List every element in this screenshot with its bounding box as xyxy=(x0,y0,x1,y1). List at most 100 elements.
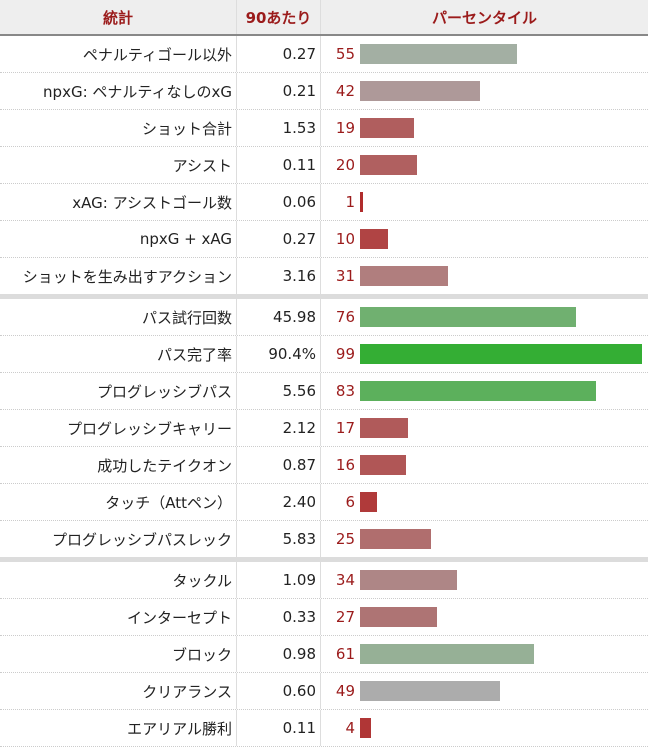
table-row: プログレッシブパスレック 5.83 25 xyxy=(0,521,648,562)
stat-label: インターセプト xyxy=(126,608,232,627)
table-header: 統計 90あたり パーセンタイル xyxy=(0,0,648,36)
percentile-bar-track xyxy=(360,266,644,286)
stat-label: パス試行回数 xyxy=(141,308,232,327)
percentile-bar-track xyxy=(360,607,644,627)
percentile-bar-track xyxy=(360,644,644,664)
per90-value: 0.33 xyxy=(236,599,321,635)
per90-value: 0.21 xyxy=(236,73,321,109)
percentile-bar-track xyxy=(360,81,644,101)
stat-label: ペナルティゴール以外 xyxy=(82,45,232,64)
per90-value: 0.27 xyxy=(236,221,321,257)
percentile-value: 83 xyxy=(335,382,355,400)
table-row: npxG: ペナルティなしのxG 0.21 42 xyxy=(0,73,648,110)
stat-label: タックル xyxy=(172,571,232,590)
percentile-bar-track xyxy=(360,418,644,438)
table-row: ペナルティゴール以外 0.27 55 xyxy=(0,36,648,73)
table-row: ショットを生み出すアクション 3.16 31 xyxy=(0,258,648,299)
header-percentile[interactable]: パーセンタイル xyxy=(431,8,537,27)
percentile-cell: 31 xyxy=(321,258,648,294)
table-row: エアリアル勝利 0.11 4 xyxy=(0,710,648,747)
percentile-bar xyxy=(360,418,409,438)
header-stat[interactable]: 統計 xyxy=(102,8,133,27)
table-row: ショット合計 1.53 19 xyxy=(0,110,648,147)
per90-value: 3.16 xyxy=(236,258,321,294)
per90-value: 0.11 xyxy=(236,710,321,746)
stat-label: クリアランス xyxy=(142,682,232,701)
percentile-value: 34 xyxy=(335,571,355,589)
percentile-value: 4 xyxy=(345,719,355,737)
percentile-value: 31 xyxy=(335,267,355,285)
percentile-bar-track xyxy=(360,570,644,590)
percentile-bar-track xyxy=(360,492,644,512)
percentile-value: 61 xyxy=(335,645,355,663)
percentile-bar xyxy=(360,344,642,364)
percentile-bar xyxy=(360,681,500,701)
stat-label: プログレッシブパスレック xyxy=(51,530,232,549)
percentile-bar xyxy=(360,81,480,101)
table-row: タックル 1.09 34 xyxy=(0,562,648,599)
percentile-bar-track xyxy=(360,681,644,701)
table-row: npxG + xAG 0.27 10 xyxy=(0,221,648,258)
percentile-cell: 61 xyxy=(321,636,648,672)
percentile-bar xyxy=(360,529,432,549)
percentile-cell: 17 xyxy=(321,410,648,446)
percentile-cell: 16 xyxy=(321,447,648,483)
table-row: プログレッシブキャリー 2.12 17 xyxy=(0,410,648,447)
percentile-bar-track xyxy=(360,118,644,138)
percentile-value: 1 xyxy=(345,193,355,211)
percentile-cell: 99 xyxy=(321,336,648,372)
percentile-value: 20 xyxy=(335,156,355,174)
percentile-bar-track xyxy=(360,307,644,327)
stat-label: タッチ（Attペン） xyxy=(105,493,232,512)
percentile-bar xyxy=(360,307,577,327)
percentile-bar xyxy=(360,266,449,286)
percentile-bar-track xyxy=(360,155,644,175)
percentile-value: 17 xyxy=(335,419,355,437)
percentile-bar xyxy=(360,192,363,212)
per90-value: 45.98 xyxy=(236,299,321,335)
per90-value: 2.40 xyxy=(236,484,321,520)
percentile-bar xyxy=(360,229,389,249)
percentile-value: 6 xyxy=(345,493,355,511)
percentile-bar-track xyxy=(360,192,644,212)
table-row: プログレッシブパス 5.56 83 xyxy=(0,373,648,410)
per90-value: 5.56 xyxy=(236,373,321,409)
table-row: ブロック 0.98 61 xyxy=(0,636,648,673)
percentile-value: 27 xyxy=(335,608,355,626)
stat-label: xAG: アシストゴール数 xyxy=(72,193,232,212)
percentile-bar-track xyxy=(360,229,644,249)
stat-label: ショットを生み出すアクション xyxy=(22,267,232,286)
percentile-cell: 4 xyxy=(321,710,648,746)
per90-value: 0.98 xyxy=(236,636,321,672)
percentile-value: 99 xyxy=(335,345,355,363)
percentile-cell: 10 xyxy=(321,221,648,257)
percentile-bar xyxy=(360,718,372,738)
percentile-value: 49 xyxy=(335,682,355,700)
table-row: アシスト 0.11 20 xyxy=(0,147,648,184)
table-row: パス完了率 90.4% 99 xyxy=(0,336,648,373)
header-per90[interactable]: 90あたり xyxy=(236,0,321,34)
percentile-bar-track xyxy=(360,381,644,401)
percentile-cell: 20 xyxy=(321,147,648,183)
per90-value: 1.09 xyxy=(236,562,321,598)
per90-value: 2.12 xyxy=(236,410,321,446)
percentile-bar xyxy=(360,381,597,401)
stat-label: パス完了率 xyxy=(156,345,232,364)
percentile-cell: 42 xyxy=(321,73,648,109)
per90-value: 0.27 xyxy=(236,36,321,72)
percentile-bar xyxy=(360,570,457,590)
percentile-cell: 1 xyxy=(321,184,648,220)
per90-value: 90.4% xyxy=(236,336,321,372)
per90-value: 0.06 xyxy=(236,184,321,220)
percentile-value: 42 xyxy=(335,82,355,100)
percentile-value: 25 xyxy=(335,530,355,548)
stat-label: 成功したテイクオン xyxy=(97,456,232,475)
per90-value: 0.87 xyxy=(236,447,321,483)
per90-value: 0.11 xyxy=(236,147,321,183)
percentile-bar-track xyxy=(360,455,644,475)
per90-value: 5.83 xyxy=(236,521,321,557)
percentile-bar xyxy=(360,44,517,64)
percentile-value: 10 xyxy=(335,230,355,248)
percentile-cell: 27 xyxy=(321,599,648,635)
stat-label: アシスト xyxy=(172,156,232,175)
